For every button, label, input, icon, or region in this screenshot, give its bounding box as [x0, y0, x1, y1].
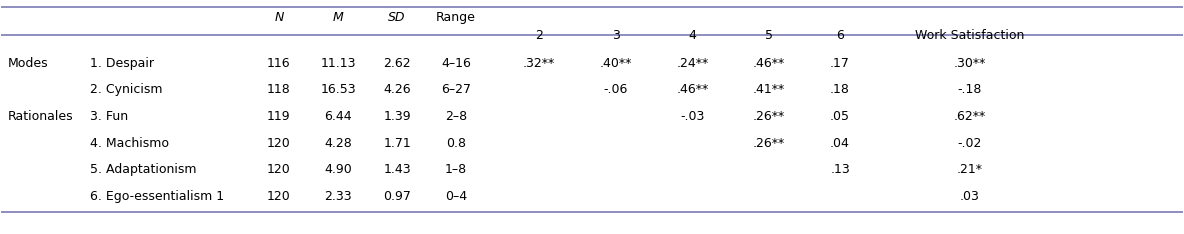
Text: 120: 120	[268, 163, 291, 176]
Text: 3: 3	[612, 29, 619, 42]
Text: 4.90: 4.90	[324, 163, 352, 176]
Text: 4.28: 4.28	[324, 137, 352, 150]
Text: .13: .13	[830, 163, 850, 176]
Text: Work Satisfaction: Work Satisfaction	[915, 29, 1024, 42]
Text: -.06: -.06	[604, 84, 628, 96]
Text: .41**: .41**	[753, 84, 785, 96]
Text: 5: 5	[765, 29, 773, 42]
Text: M: M	[333, 11, 343, 24]
Text: 6–27: 6–27	[442, 84, 471, 96]
Text: 4.26: 4.26	[384, 84, 411, 96]
Text: -.18: -.18	[958, 84, 983, 96]
Text: .46**: .46**	[676, 84, 708, 96]
Text: .21*: .21*	[957, 163, 983, 176]
Text: 5. Adaptationism: 5. Adaptationism	[90, 163, 197, 176]
Text: 4. Machismo: 4. Machismo	[90, 137, 169, 150]
Text: .05: .05	[830, 110, 850, 123]
Text: 116: 116	[268, 57, 291, 70]
Text: 1.43: 1.43	[384, 163, 411, 176]
Text: 0.8: 0.8	[446, 137, 466, 150]
Text: 2: 2	[535, 29, 542, 42]
Text: Range: Range	[436, 11, 476, 24]
Text: 2. Cynicism: 2. Cynicism	[90, 84, 162, 96]
Text: N: N	[275, 11, 284, 24]
Text: 4–16: 4–16	[442, 57, 471, 70]
Text: .03: .03	[960, 190, 980, 203]
Text: 6.44: 6.44	[324, 110, 352, 123]
Text: .18: .18	[830, 84, 850, 96]
Text: 6. Ego-essentialism 1: 6. Ego-essentialism 1	[90, 190, 224, 203]
Text: .04: .04	[830, 137, 850, 150]
Text: 11.13: 11.13	[321, 57, 355, 70]
Text: Rationales: Rationales	[7, 110, 73, 123]
Text: -.02: -.02	[958, 137, 983, 150]
Text: .40**: .40**	[599, 57, 632, 70]
Text: 16.53: 16.53	[320, 84, 356, 96]
Text: .46**: .46**	[753, 57, 785, 70]
Text: .62**: .62**	[954, 110, 986, 123]
Text: .26**: .26**	[753, 110, 785, 123]
Text: Modes: Modes	[7, 57, 47, 70]
Text: 2–8: 2–8	[445, 110, 468, 123]
Text: .30**: .30**	[954, 57, 986, 70]
Text: 120: 120	[268, 137, 291, 150]
Text: 2.62: 2.62	[384, 57, 411, 70]
Text: 1. Despair: 1. Despair	[90, 57, 154, 70]
Text: 118: 118	[268, 84, 291, 96]
Text: 0.97: 0.97	[384, 190, 411, 203]
Text: 3. Fun: 3. Fun	[90, 110, 128, 123]
Text: .26**: .26**	[753, 137, 785, 150]
Text: 6: 6	[836, 29, 844, 42]
Text: .32**: .32**	[522, 57, 555, 70]
Text: 2.33: 2.33	[324, 190, 352, 203]
Text: 120: 120	[268, 190, 291, 203]
Text: 4: 4	[688, 29, 696, 42]
Text: 1.71: 1.71	[384, 137, 411, 150]
Text: 0–4: 0–4	[445, 190, 468, 203]
Text: .24**: .24**	[676, 57, 708, 70]
Text: SD: SD	[388, 11, 406, 24]
Text: 1–8: 1–8	[445, 163, 468, 176]
Text: 119: 119	[268, 110, 291, 123]
Text: 1.39: 1.39	[384, 110, 411, 123]
Text: .17: .17	[830, 57, 850, 70]
Text: -.03: -.03	[681, 110, 704, 123]
